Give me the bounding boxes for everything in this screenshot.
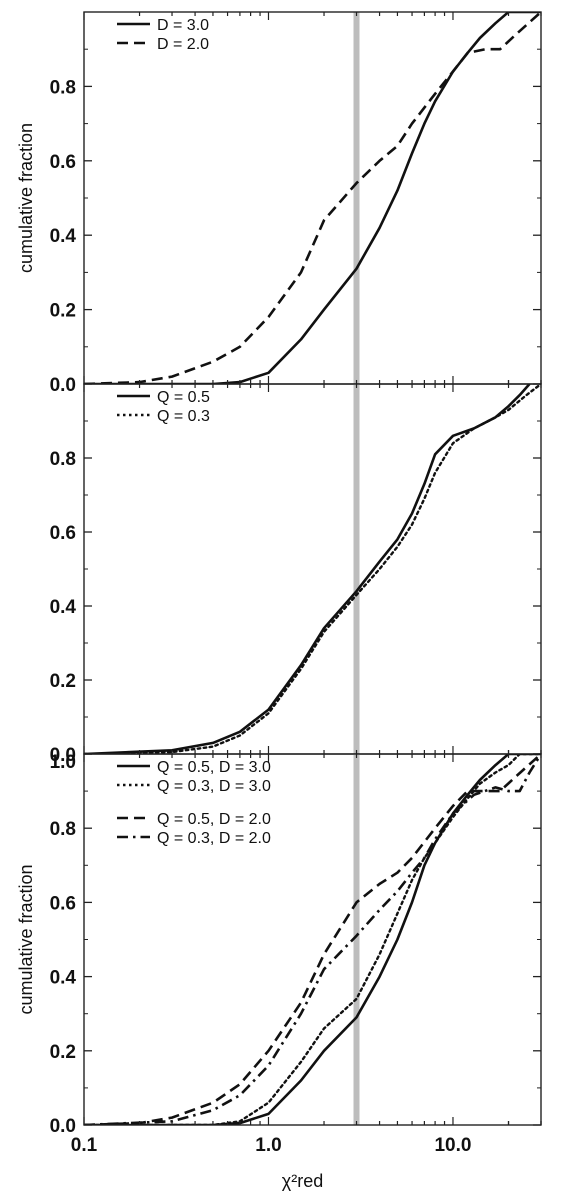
series-line-solid xyxy=(84,384,531,754)
y-tick-label: 0.0 xyxy=(50,1116,76,1137)
panel-middle: 0.0 0.2 0.4 0.6 0.8 Q = 0.5 Q = 0.3 xyxy=(50,383,542,766)
series-line-solid xyxy=(84,754,541,1125)
reference-band xyxy=(353,384,360,754)
series-line-solid xyxy=(84,12,541,384)
x-axis-label: χ²red xyxy=(282,1171,323,1191)
series-line-dotted xyxy=(84,754,541,1125)
y-tick-label: 0.8 xyxy=(50,819,76,840)
y-axis-label: cumulative fraction xyxy=(16,864,36,1014)
y-tick-label: 0.2 xyxy=(50,301,76,322)
legend-label: Q = 0.3, D = 3.0 xyxy=(157,778,271,795)
y-tick-label: 0.0 xyxy=(50,745,76,766)
series-line-dotted xyxy=(84,384,541,754)
legend-label: Q = 0.5, D = 2.0 xyxy=(157,811,271,828)
legend-label: D = 2.0 xyxy=(157,36,209,53)
x-tick-label: 1.0 xyxy=(255,1135,281,1156)
reference-band xyxy=(353,754,360,1125)
plot-frame xyxy=(83,753,542,1126)
panel-top: 0.0 0.2 0.4 0.6 0.8 cumulative fraction D = 3.… xyxy=(16,11,542,396)
x-tick-label: 10.0 xyxy=(434,1135,471,1156)
y-tick-label: 0.4 xyxy=(50,968,77,989)
y-tick-label: 0.4 xyxy=(50,597,77,618)
y-tick-label: 1.0 xyxy=(50,752,76,773)
legend-label: Q = 0.3, D = 2.0 xyxy=(157,830,271,847)
reference-band xyxy=(353,12,360,384)
y-axis-label: cumulative fraction xyxy=(16,123,36,273)
panel-bottom: 0.0 0.2 0.4 0.6 0.8 1.0 0.1 1.0 10.0 cumulative f… xyxy=(16,752,542,1156)
y-tick-label: 0.8 xyxy=(50,77,76,98)
y-tick-label: 0.2 xyxy=(50,1042,76,1063)
legend-label: Q = 0.5 xyxy=(157,389,210,406)
plot-frame xyxy=(83,383,542,755)
legend-label: D = 3.0 xyxy=(157,17,209,34)
y-tick-label: 0.4 xyxy=(50,226,77,247)
x-tick-label: 0.1 xyxy=(71,1135,98,1156)
y-tick-label: 0.8 xyxy=(50,449,76,470)
series-line-dashdot xyxy=(84,754,541,1125)
y-tick-label: 0.0 xyxy=(50,375,76,396)
y-tick-label: 0.2 xyxy=(50,671,76,692)
y-tick-label: 0.6 xyxy=(50,893,76,914)
y-tick-label: 0.6 xyxy=(50,152,76,173)
legend-label: Q = 0.3 xyxy=(157,408,210,425)
y-tick-label: 0.6 xyxy=(50,523,76,544)
series-line-dashed xyxy=(84,12,541,384)
plot-frame xyxy=(83,11,542,385)
series-line-dashed xyxy=(84,754,541,1125)
legend-label: Q = 0.5, D = 3.0 xyxy=(157,759,271,776)
